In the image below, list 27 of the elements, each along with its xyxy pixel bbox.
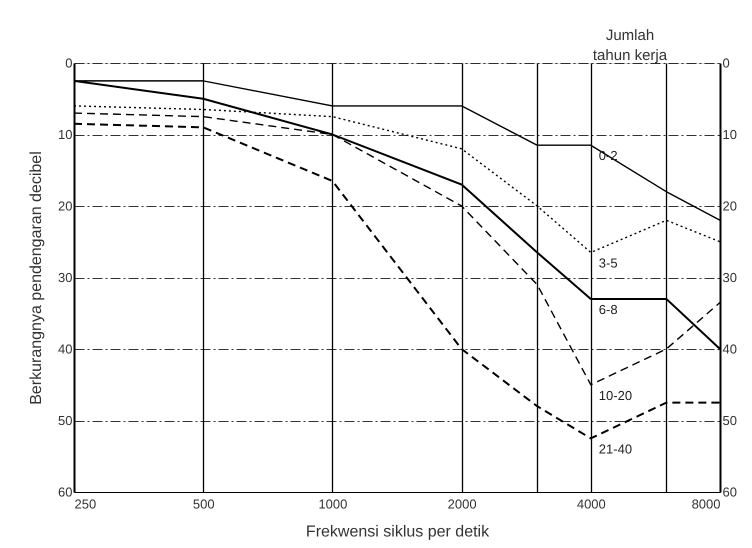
x-tick-label: 8000 [692, 496, 720, 512]
series-label: 21-40 [598, 441, 632, 456]
y2-tick-label: 40 [722, 342, 737, 356]
y2-tick-label: 30 [722, 270, 737, 285]
y-tick-label: 30 [58, 270, 72, 285]
y2-tick-label: 60 [722, 484, 737, 500]
y-tick-label: 50 [58, 413, 72, 428]
x-tick-label: 2000 [448, 496, 477, 512]
y2-tick-label: 10 [722, 127, 737, 142]
y-tick-label: 60 [58, 484, 72, 500]
y2-tick-label: 20 [722, 198, 737, 214]
x-tick-label: 500 [192, 496, 215, 512]
x-axis-title: Frekwensi siklus per detik [306, 524, 490, 540]
series-label: 10-20 [598, 388, 632, 403]
x-tick-label: 250 [74, 496, 96, 512]
series-label: 6-8 [598, 302, 618, 317]
y-tick-label: 10 [58, 127, 72, 142]
y-tick-label: 40 [58, 342, 72, 356]
series-label: 3-5 [598, 255, 618, 270]
x-tick-label: 4000 [576, 496, 606, 512]
x-tick-label: 1000 [318, 496, 348, 512]
y2-tick-label: 50 [722, 413, 737, 428]
y-tick-label: 0 [65, 56, 72, 70]
y-tick-label: 20 [58, 198, 72, 214]
y-axis-title: Berkurangnya pendengaran decibel [28, 151, 46, 405]
y2-tick-label: 0 [722, 56, 730, 70]
legend-title: Jumlah tahun kerja [592, 27, 668, 64]
